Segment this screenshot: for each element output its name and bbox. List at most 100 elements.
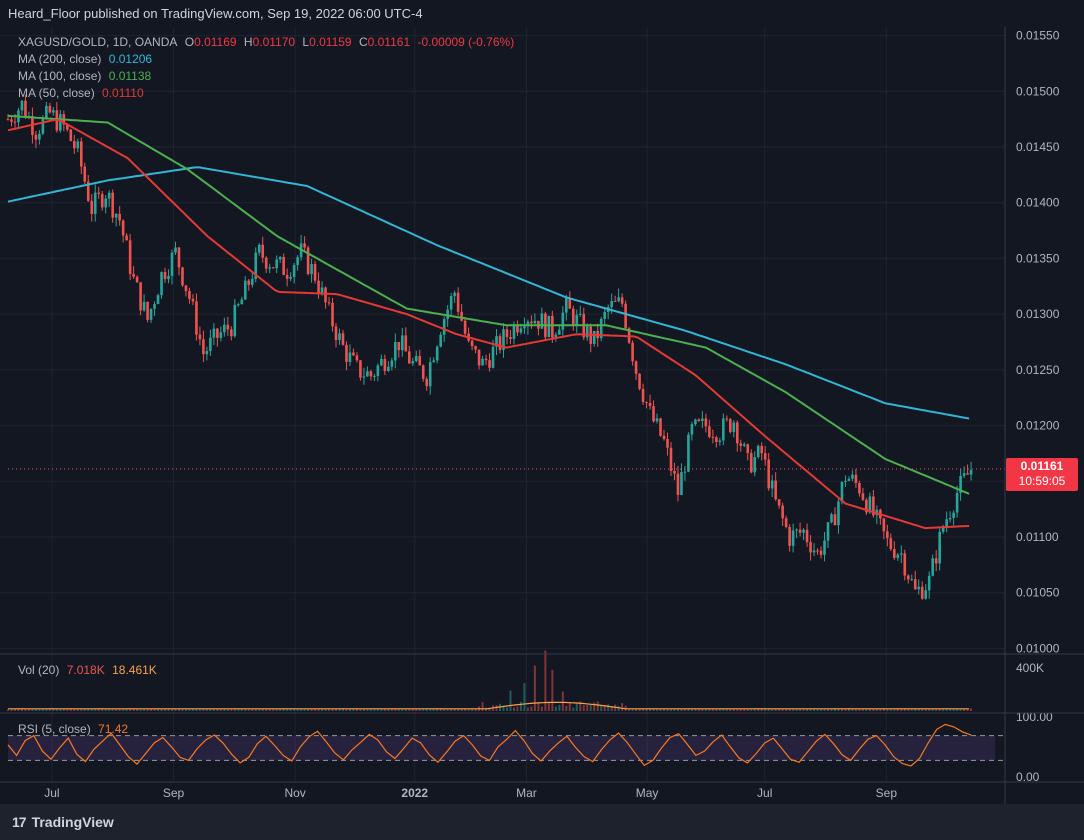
candle-body	[359, 360, 362, 378]
volume-legend[interactable]: Vol (20) 7.018K 18.461K	[18, 663, 161, 677]
candle-body	[599, 318, 603, 339]
candle-body	[121, 220, 125, 236]
volume-bar	[774, 708, 777, 711]
volume-bar	[317, 709, 320, 711]
candle-body	[275, 259, 278, 269]
candle-body	[896, 554, 900, 558]
volume-bar	[579, 701, 582, 711]
candle-body	[463, 320, 467, 334]
candle-body	[966, 473, 969, 475]
volume-bar	[129, 708, 132, 711]
candle-body	[680, 472, 683, 495]
candle-body	[243, 280, 247, 300]
candle-body	[331, 302, 334, 327]
volume-bar	[656, 709, 659, 711]
volume-bar	[359, 709, 362, 711]
candle-body	[641, 388, 645, 403]
symbol-legend[interactable]: XAGUSD/GOLD, 1D, OANDA O0.01169 H0.01170…	[18, 35, 518, 49]
ma100-label[interactable]: MA (100, close)	[18, 69, 102, 83]
candle-body	[694, 419, 697, 425]
candle-body	[948, 517, 952, 520]
volume-bar	[321, 709, 324, 711]
ma100-legend[interactable]: MA (100, close) 0.01138	[18, 69, 155, 83]
candle-body	[477, 349, 481, 366]
candle-body	[659, 418, 662, 436]
candle-body	[687, 434, 690, 472]
volume-bar	[373, 709, 376, 711]
candle-body	[882, 518, 886, 532]
ma200-legend[interactable]: MA (200, close) 0.01206	[18, 52, 156, 66]
candle-body	[383, 358, 387, 371]
symbol-name[interactable]: XAGUSD/GOLD, 1D, OANDA	[18, 35, 178, 49]
rsi-legend[interactable]: RSI (5, close) 71.42	[18, 722, 132, 736]
volume-ma-value: 18.461K	[112, 663, 157, 677]
ma50-label[interactable]: MA (50, close)	[18, 86, 95, 100]
ma200-label[interactable]: MA (200, close)	[18, 52, 102, 66]
volume-bar	[171, 708, 174, 711]
candle-body	[669, 447, 673, 471]
candle-body	[20, 100, 24, 111]
volume-bar	[436, 708, 439, 711]
volume-bar	[251, 709, 254, 711]
volume-bar	[868, 708, 871, 711]
candle-body	[774, 480, 777, 500]
volume-bar	[760, 708, 763, 711]
volume-bar	[115, 708, 118, 711]
volume-bar	[212, 709, 215, 711]
volume-bar	[474, 708, 477, 711]
volume-bar	[265, 709, 268, 711]
volume-bar	[272, 709, 275, 711]
ma200-line	[7, 166, 970, 420]
volume-bar	[181, 709, 184, 711]
volume-bar	[558, 704, 561, 711]
y-tick-label: 0.01100	[1016, 530, 1059, 544]
rsi-value: 71.42	[98, 722, 129, 736]
volume-bar	[136, 708, 139, 711]
volume-label[interactable]: Vol (20)	[18, 663, 60, 677]
candle-body	[432, 360, 436, 363]
volume-bar	[62, 708, 65, 711]
volume-bar	[694, 708, 697, 711]
tradingview-logo[interactable]: 17 TradingView	[12, 814, 114, 830]
ma50-legend[interactable]: MA (50, close) 0.01110	[18, 86, 148, 100]
volume-bar	[799, 708, 802, 711]
volume-bar	[827, 708, 830, 711]
candle-body	[868, 496, 872, 513]
candle-body	[756, 445, 760, 458]
volume-bar	[830, 709, 833, 711]
x-tick-label: Sep	[163, 786, 185, 800]
volume-bar	[837, 708, 840, 711]
y-tick-label: 0.01050	[1016, 586, 1060, 600]
candle-body	[296, 257, 299, 266]
volume-pane: 400K	[7, 650, 1044, 711]
candle-body	[177, 247, 181, 268]
volume-bar	[219, 708, 222, 711]
candle-body	[505, 329, 509, 338]
chart-area[interactable]: 400K 100.000.00 0.015500.015000.014500.0…	[0, 27, 1084, 804]
volume-bar	[725, 708, 728, 711]
rsi-line	[7, 723, 972, 767]
candle-body	[188, 291, 191, 299]
candle-body	[683, 471, 687, 473]
volume-bar	[544, 650, 547, 711]
candle-body	[97, 192, 101, 194]
volume-bar	[348, 708, 351, 711]
volume-bar	[104, 709, 107, 711]
volume-bar	[460, 708, 463, 711]
open-label: O	[184, 35, 195, 49]
volume-bar	[526, 707, 529, 711]
volume-bar	[76, 709, 79, 711]
candle-body	[648, 403, 652, 407]
volume-bar	[55, 708, 58, 711]
candle-body	[481, 358, 484, 366]
volume-bar	[48, 708, 51, 711]
volume-bar	[184, 709, 187, 711]
candle-body	[345, 344, 348, 362]
volume-bar	[635, 708, 638, 711]
volume-bar	[282, 708, 285, 711]
volume-bar	[174, 708, 177, 711]
volume-bar	[369, 708, 372, 711]
rsi-label[interactable]: RSI (5, close)	[18, 722, 91, 736]
x-tick-label: Jul	[757, 786, 772, 800]
volume-bar	[467, 708, 470, 711]
